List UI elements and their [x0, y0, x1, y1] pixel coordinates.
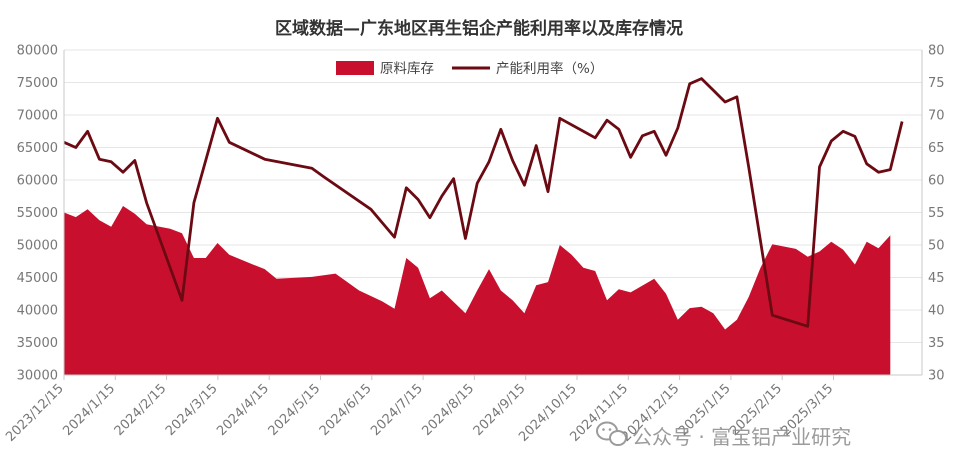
left-axis-tick-label: 65000 — [17, 141, 58, 156]
left-axis-tick-label: 70000 — [17, 109, 58, 124]
x-axis-tick-label: 2023/12/15 — [3, 381, 67, 445]
right-axis-tick-label: 65 — [928, 141, 945, 156]
utilization-line — [63, 77, 904, 328]
x-axis-tick-label: 2024/6/15 — [317, 381, 375, 439]
x-axis-tick-label: 2024/4/15 — [214, 381, 272, 439]
left-axis-tick-label: 60000 — [17, 174, 58, 189]
right-axis-tick-label: 40 — [928, 304, 945, 319]
left-axis-tick-label: 35000 — [17, 336, 58, 351]
right-axis-tick-label: 75 — [928, 76, 945, 91]
right-axis-tick-label: 45 — [928, 271, 945, 286]
x-axis-tick-label: 2024/8/15 — [419, 381, 477, 439]
watermark: 公众号 · 富宝铝产业研究 — [596, 421, 851, 449]
utilization-line-layer — [63, 77, 904, 328]
x-axis-tick-label: 2024/7/15 — [368, 381, 426, 439]
right-axis-tick-label: 30 — [928, 369, 945, 384]
right-axis-tick-label: 50 — [928, 239, 945, 254]
x-axis-tick-label: 2024/2/15 — [112, 381, 170, 439]
right-axis-tick-label: 35 — [928, 336, 945, 351]
right-axis-tick-label: 70 — [928, 109, 945, 124]
watermark-text: 公众号 · 富宝铝产业研究 — [632, 425, 851, 449]
left-axis-tick-label: 80000 — [17, 44, 58, 59]
inventory-area-layer — [64, 206, 891, 375]
left-axis-tick-label: 40000 — [17, 304, 58, 319]
legend-label-utilization: 产能利用率（%） — [496, 60, 603, 77]
wechat-icon — [596, 421, 627, 446]
chart-title: 区域数据—广东地区再生铝企产能利用率以及库存情况 — [275, 18, 683, 39]
left-axis-tick-label: 50000 — [17, 239, 58, 254]
x-axis-tick-label: 2024/5/15 — [266, 381, 324, 439]
right-axis-tick-label: 55 — [928, 206, 945, 221]
x-axis-tick-label: 2024/1/15 — [60, 381, 118, 439]
x-axis-tick-label: 2024/3/15 — [163, 381, 221, 439]
right-axis-tick-label: 80 — [928, 44, 945, 59]
legend-label-inventory: 原料库存 — [380, 61, 434, 77]
right-axis-tick-label: 60 — [928, 174, 945, 189]
left-axis-tick-label: 75000 — [17, 76, 58, 91]
left-axis-tick-label: 55000 — [17, 206, 58, 221]
left-axis-tick-label: 45000 — [17, 271, 58, 286]
inventory-area — [64, 206, 891, 375]
legend: 原料库存 产能利用率（%） — [336, 60, 603, 77]
legend-swatch-inventory — [336, 61, 374, 75]
left-axis-tick-label: 30000 — [17, 369, 58, 384]
